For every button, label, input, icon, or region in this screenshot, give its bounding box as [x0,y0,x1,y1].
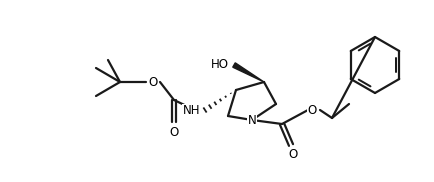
Text: NH: NH [183,104,200,118]
Text: O: O [307,104,317,116]
Text: O: O [169,126,179,139]
Polygon shape [233,63,264,82]
Text: N: N [248,114,256,126]
Text: O: O [148,76,158,88]
Text: O: O [288,147,298,161]
Text: HO: HO [211,58,229,70]
